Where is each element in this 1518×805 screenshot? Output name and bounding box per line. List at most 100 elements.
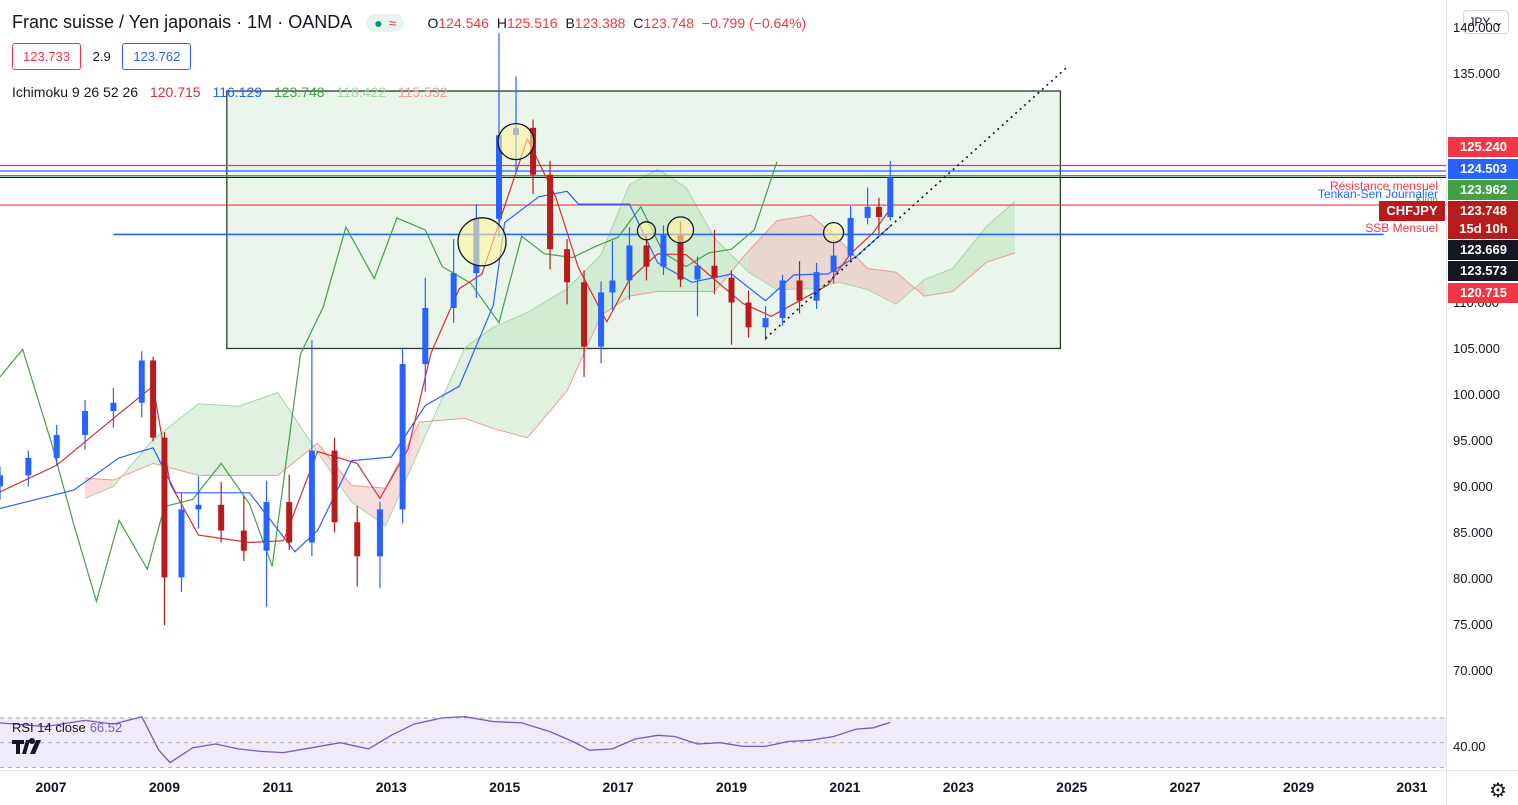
- cloud-segment: [839, 239, 868, 290]
- currency-button[interactable]: JPY ⌄: [1463, 10, 1509, 34]
- interval-label[interactable]: 1M: [247, 12, 273, 32]
- time-tick-label: 2011: [262, 779, 294, 795]
- cloud-segment: [85, 478, 114, 499]
- gear-icon[interactable]: ⚙: [1489, 780, 1507, 802]
- candle-body: [263, 502, 270, 551]
- price-tick-label: 105.000: [1453, 341, 1500, 357]
- high-value: 125.516: [506, 15, 558, 31]
- candle-body: [331, 450, 338, 523]
- price-tag: CHFJPY: [1379, 201, 1445, 221]
- candle-body: [887, 177, 894, 217]
- candle-body: [25, 457, 32, 476]
- time-tick-label: 2017: [602, 779, 634, 795]
- candle-body: [711, 265, 718, 278]
- cloud-segment: [493, 312, 528, 438]
- candle-body: [82, 411, 89, 435]
- ichimoku-span-a-value: 118.422: [336, 84, 387, 100]
- candle-body: [150, 360, 157, 438]
- rsi-value: 66.52: [89, 720, 123, 735]
- market-status-pill[interactable]: ● ≈: [366, 14, 405, 32]
- cloud-segment: [198, 403, 239, 476]
- candle-body: [53, 434, 60, 458]
- time-tick-label: 2021: [829, 779, 861, 795]
- time-tick-label: 2031: [1396, 779, 1428, 795]
- tenkan-line: [0, 137, 891, 544]
- chevron-down-icon: ⌄: [1493, 15, 1504, 29]
- candle-body: [376, 509, 383, 557]
- status-dot-icon: ●: [374, 15, 383, 31]
- candle-body: [609, 280, 616, 293]
- time-tick-label: 2029: [1282, 779, 1315, 795]
- cloud-segment: [464, 327, 494, 429]
- range-rectangle: [226, 90, 1062, 350]
- candle-body: [830, 255, 837, 273]
- candle-body: [110, 402, 117, 412]
- price-tick-label: 75.000: [1453, 617, 1493, 633]
- highlight-circle: [636, 221, 657, 241]
- candle-body: [161, 437, 168, 578]
- ichimoku-tenkan-value: 120.715: [149, 84, 201, 100]
- price-tick-label: 90.000: [1453, 479, 1493, 495]
- ichimoku-chikou-value: 123.748: [273, 84, 325, 100]
- spread-value: 2.9: [92, 49, 111, 64]
- time-axis[interactable]: 2007 2009 2011 2013 2015 2017 2019 2021 2023 2025…: [0, 770, 1446, 805]
- axis-settings[interactable]: ⚙: [1446, 770, 1518, 805]
- candle-body: [796, 280, 803, 301]
- candle-body: [422, 308, 429, 365]
- rsi-legend[interactable]: RSI 14 close 66.52: [12, 720, 122, 735]
- kijun-line-label: Kijun: [1416, 195, 1438, 206]
- time-tick-label: 2007: [35, 779, 67, 795]
- price-tick-label: 140.000: [1453, 19, 1500, 35]
- candle-body: [581, 282, 588, 347]
- highlight-circle: [457, 217, 507, 267]
- ichimoku-label: Ichimoku 9 26 52 26: [12, 84, 139, 100]
- time-tick-label: 2009: [148, 779, 181, 795]
- broker-label: OANDA: [288, 12, 352, 32]
- highlight-circle: [666, 216, 695, 244]
- time-tick-label: 2013: [375, 779, 407, 795]
- candle-body: [178, 509, 185, 578]
- price-chart[interactable]: Franc suisse / Yen japonais · 1M · OANDA…: [0, 0, 1446, 708]
- cloud-segment: [748, 220, 777, 290]
- candle-body: [813, 272, 820, 301]
- cloud-segment: [238, 392, 278, 476]
- price-tick-label: 95.000: [1453, 433, 1493, 449]
- price-tick-label: 70.000: [1453, 663, 1493, 679]
- candle-body: [626, 245, 633, 281]
- candle-body: [762, 318, 769, 328]
- cloud-segment: [527, 288, 568, 438]
- kijun-line: [0, 190, 891, 553]
- rsi-line: [0, 715, 891, 764]
- highlight-circle: [822, 221, 845, 244]
- ichimoku-legend[interactable]: Ichimoku 9 26 52 26 120.715 116.129 123.…: [12, 84, 456, 100]
- cloud-segment: [601, 184, 630, 316]
- candle-body: [745, 302, 752, 328]
- candle-body: [598, 292, 605, 347]
- candle-body: [564, 249, 571, 283]
- tradingview-logo[interactable]: [12, 738, 48, 760]
- rsi-svg[interactable]: [0, 708, 1446, 770]
- candle-body: [694, 265, 701, 280]
- ichimoku-span-b-value: 115.532: [397, 84, 448, 100]
- candle-body: [779, 280, 786, 319]
- symbol-name[interactable]: Franc suisse / Yen japonais: [12, 12, 232, 32]
- rsi-pane[interactable]: RSI 14 close 66.52: [0, 708, 1446, 770]
- candle-body: [875, 206, 882, 217]
- price-tag: 123.669: [1448, 240, 1518, 260]
- price-tag: 123.962: [1448, 180, 1518, 200]
- candle-body: [660, 235, 667, 267]
- cloud-segment: [895, 272, 925, 305]
- price-axis[interactable]: JPY ⌄ 140.000135.000110.000105.000100.00…: [1379, 0, 1518, 770]
- candle-body: [240, 530, 247, 551]
- buy-button[interactable]: 123.762: [122, 43, 192, 70]
- time-tick-label: 2019: [715, 779, 748, 795]
- quote-row: 123.733 2.9 123.762: [12, 43, 199, 70]
- price-tick-label: 80.000: [1453, 571, 1493, 587]
- cloud-segment: [867, 268, 896, 305]
- rsi-tick-label: 40.00: [1453, 739, 1486, 754]
- title-separator-2: ·: [277, 12, 284, 32]
- cloud-segment: [924, 268, 953, 297]
- price-chart-svg[interactable]: [0, 0, 1446, 708]
- candle-body: [728, 277, 735, 303]
- sell-button[interactable]: 123.733: [12, 43, 81, 70]
